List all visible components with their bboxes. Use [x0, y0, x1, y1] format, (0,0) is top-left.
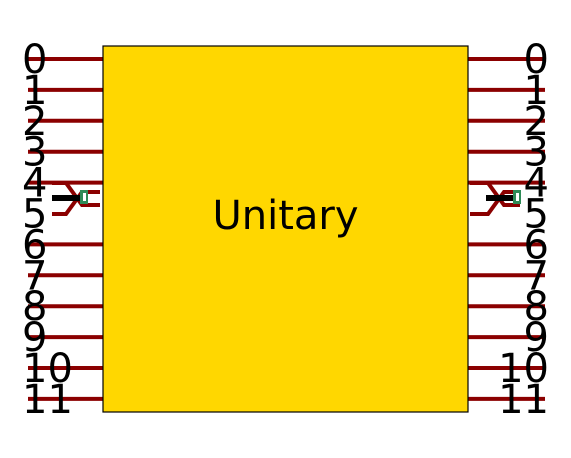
right-qubit-label-3: 3 [524, 130, 549, 176]
right-qubit-label-1: 1 [524, 68, 549, 114]
left-qubit-label-1: 1 [22, 68, 47, 114]
left-qubit-label-8: 8 [22, 284, 47, 330]
left-qubit-label-3: 3 [22, 130, 47, 176]
left-qubit-label-6: 6 [22, 222, 47, 268]
left-qubit-label-0: 0 [22, 37, 47, 83]
right-swap-icon [470, 181, 521, 216]
unitary-title: Unitary [212, 193, 358, 239]
right-qubit-label-0: 0 [524, 37, 549, 83]
left-qubit-label-5: 5 [22, 192, 47, 238]
right-qubit-label-4: 4 [524, 161, 549, 207]
right-wire-group [468, 57, 545, 401]
right-qubit-label-8: 8 [524, 284, 549, 330]
right-qubit-label-9: 9 [524, 315, 549, 361]
right-qubit-label-10: 10 [498, 346, 549, 392]
right-qubit-label-11: 11 [498, 377, 549, 423]
right-qubit-label-6: 6 [524, 222, 549, 268]
left-qubit-label-4: 4 [22, 161, 47, 207]
right-qubit-label-7: 7 [524, 253, 549, 299]
left-qubit-label-10: 10 [22, 346, 73, 392]
right-qubit-label-2: 2 [524, 99, 549, 145]
left-qubit-label-11: 11 [22, 377, 73, 423]
unitary-box [102, 45, 469, 413]
left-qubit-label-9: 9 [22, 315, 47, 361]
left-swap-icon [52, 181, 100, 216]
left-qubit-label-7: 7 [22, 253, 47, 299]
left-qubit-label-2: 2 [22, 99, 47, 145]
right-qubit-label-5: 5 [524, 192, 549, 238]
